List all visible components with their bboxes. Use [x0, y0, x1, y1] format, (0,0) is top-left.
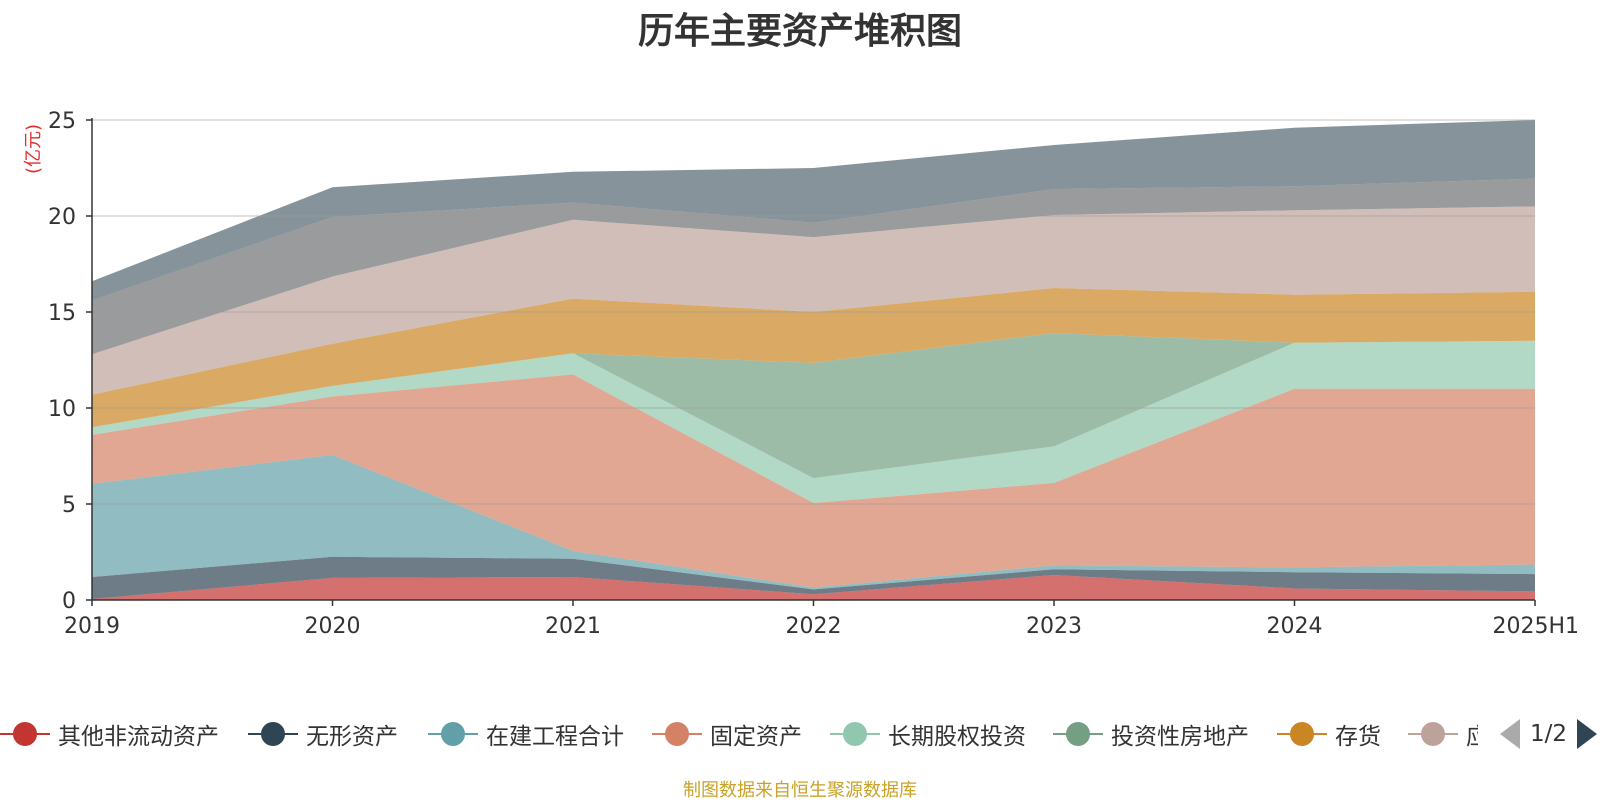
- legend-swatch-dot: [665, 722, 689, 746]
- legend-item-2[interactable]: 无形资产: [248, 712, 398, 756]
- grid-lines: 0 5 10 15 20 25: [48, 109, 1535, 614]
- legend-prev-page-icon[interactable]: [1500, 719, 1520, 749]
- area-series-4: [92, 374, 1535, 588]
- legend-swatch-dot: [1421, 722, 1445, 746]
- legend-items: 其他非流动资产 无形资产 在建工程合计 固定资产 长期股权投资 投资性房地产 存货 应收账款: [0, 712, 1478, 756]
- legend-label: 固定资产: [710, 724, 802, 750]
- legend-label: 无形资产: [306, 724, 398, 750]
- legend-label: 应收账款: [1466, 724, 1478, 750]
- legend-label: 其他非流动资产: [58, 724, 219, 750]
- area-series-6: [92, 333, 1535, 479]
- legend-label: 存货: [1335, 724, 1381, 750]
- x-tick-label-2022: 2022: [786, 614, 842, 639]
- x-tick-label-2025H1: 2025H1: [1492, 614, 1579, 639]
- legend-label: 在建工程合计: [486, 724, 624, 750]
- legend-swatch-icon: [428, 719, 478, 749]
- legend-label: 长期股权投资: [888, 724, 1026, 750]
- area-series-10: [92, 120, 1535, 301]
- x-tick-label-2019: 2019: [64, 614, 120, 639]
- legend-page-indicator: 1/2: [1530, 721, 1568, 747]
- legend-next-page-icon[interactable]: [1577, 719, 1598, 749]
- chart-title: 历年主要资产堆积图: [637, 11, 962, 52]
- y-tick-label-10: 10: [48, 397, 76, 422]
- legend-item-5[interactable]: 长期股权投资: [830, 712, 1026, 756]
- legend-swatch-icon: [830, 719, 880, 749]
- area-series-2: [92, 556, 1535, 599]
- legend-swatch-icon: [1277, 719, 1327, 749]
- x-tick-label-2021: 2021: [545, 614, 601, 639]
- legend-swatch-dot: [843, 722, 867, 746]
- legend-swatch-dot: [261, 722, 285, 746]
- x-tick-label-2020: 2020: [305, 614, 361, 639]
- area-layers: [92, 120, 1535, 600]
- area-series-1: [92, 575, 1535, 600]
- legend-swatch-icon: [0, 719, 50, 749]
- y-tick-label-0: 0: [62, 589, 76, 614]
- area-series-9: [92, 178, 1535, 355]
- y-tick-label-25: 25: [48, 109, 76, 134]
- legend-item-6[interactable]: 投资性房地产: [1053, 712, 1249, 756]
- area-series-7: [92, 288, 1535, 428]
- legend-item-1[interactable]: 其他非流动资产: [0, 712, 219, 756]
- legend-item-3[interactable]: 在建工程合计: [428, 712, 624, 756]
- legend-swatch-icon: [1053, 719, 1103, 749]
- legend-swatch-icon: [248, 719, 298, 749]
- x-tick-label-2024: 2024: [1267, 614, 1323, 639]
- y-tick-label-15: 15: [48, 301, 76, 326]
- axes: 2019 2020 2021 2022 2023 2024 2025H1: [64, 118, 1579, 639]
- area-series-8: [92, 206, 1535, 395]
- legend-swatch-dot: [1290, 722, 1314, 746]
- legend-item-8[interactable]: 应收账款: [1408, 712, 1478, 756]
- legend-item-4[interactable]: 固定资产: [652, 712, 802, 756]
- legend-swatch-icon: [652, 719, 702, 749]
- data-source-note: 制图数据来自恒生聚源数据库: [683, 780, 917, 801]
- legend: 其他非流动资产无形资产在建工程合计固定资产长期股权投资投资性房地产存货应收账款 …: [0, 712, 1600, 756]
- legend-label: 投资性房地产: [1111, 724, 1249, 750]
- y-tick-label-20: 20: [48, 205, 76, 230]
- legend-swatch-dot: [1066, 722, 1090, 746]
- legend-swatch-dot: [441, 722, 465, 746]
- area-series-3: [92, 455, 1535, 590]
- plot-area: 0 5 10 15 20 25 2019 2020 2021 2022 2023 2024 2025H…: [48, 109, 1579, 639]
- area-series-5: [92, 340, 1535, 503]
- legend-pager: 1/2: [1500, 712, 1598, 756]
- x-tick-label-2023: 2023: [1026, 614, 1082, 639]
- legend-swatch-dot: [13, 722, 37, 746]
- legend-item-7[interactable]: 存货: [1277, 712, 1381, 756]
- y-tick-label-5: 5: [62, 493, 76, 518]
- legend-swatch-icon: [1408, 719, 1458, 749]
